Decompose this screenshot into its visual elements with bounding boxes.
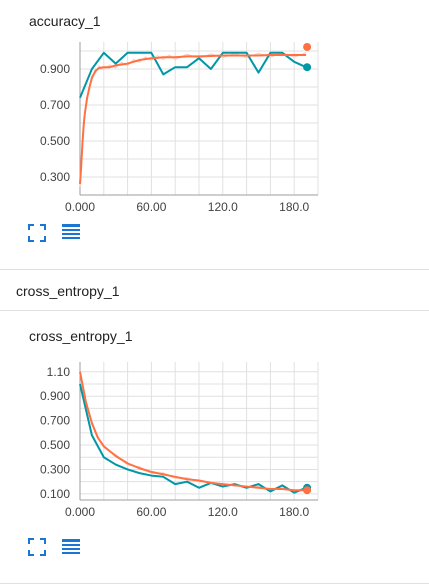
divider	[0, 583, 429, 584]
series-raw-line	[79, 52, 307, 187]
series-line-1	[79, 371, 307, 492]
fit-domain-icon[interactable]	[27, 537, 47, 557]
x-tick-label: 180.0	[279, 200, 309, 214]
y-tick-label: 0.900	[40, 389, 70, 403]
y-tick-label: 0.700	[40, 98, 70, 112]
x-tick-label: 60.00	[136, 505, 166, 519]
series-end-point-1	[303, 42, 312, 51]
x-tick-label: 0.000	[65, 505, 95, 519]
section-header[interactable]: cross_entropy_1	[0, 269, 429, 311]
y-tick-label: 0.900	[40, 62, 70, 76]
x-tick-label: 60.00	[136, 200, 166, 214]
y-tick-label: 0.100	[40, 487, 70, 501]
y-tick-label: 0.500	[40, 134, 70, 148]
series-line-0	[79, 383, 307, 494]
accuracy-chart: 0.300 0.500 0.700 0.900 0.000 60.00 120.0 180.0	[40, 42, 319, 214]
x-tick-label: 120.0	[208, 200, 238, 214]
section-label: cross_entropy_1	[16, 283, 120, 299]
x-tick-label: 120.0	[208, 505, 238, 519]
data-table-icon[interactable]	[61, 537, 83, 557]
series-end-point-0	[303, 63, 312, 72]
x-tick-label: 180.0	[279, 505, 309, 519]
data-table-icon[interactable]	[61, 222, 83, 242]
x-tick-label: 0.000	[65, 200, 95, 214]
series-end-point-1	[303, 486, 312, 495]
chart-title-accuracy: accuracy_1	[29, 13, 101, 29]
chart-title-cross-entropy: cross_entropy_1	[29, 328, 133, 344]
y-tick-label: 0.300	[40, 170, 70, 184]
y-tick-label: 0.700	[40, 414, 70, 428]
y-tick-label: 1.10	[47, 365, 71, 379]
y-tick-label: 0.300	[40, 462, 70, 476]
series-line-0	[79, 51, 307, 99]
series-line-1	[79, 53, 307, 185]
y-tick-label: 0.500	[40, 438, 70, 452]
cross-entropy-chart: 0.100 0.300 0.500 0.700 0.900 1.10 0.000 60.00 1…	[40, 362, 319, 519]
fit-domain-icon[interactable]	[27, 223, 47, 243]
